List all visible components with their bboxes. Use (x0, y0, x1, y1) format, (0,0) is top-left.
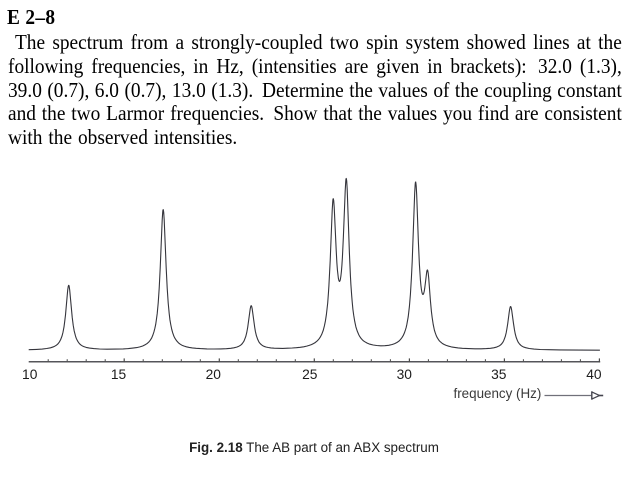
svg-text:30: 30 (397, 367, 413, 382)
svg-text:25: 25 (302, 367, 318, 382)
svg-text:20: 20 (206, 367, 222, 382)
svg-text:frequency (Hz): frequency (Hz) (454, 386, 542, 401)
svg-text:Fig. 2.18 The AB part of an AB: Fig. 2.18 The AB part of an ABX spectrum (189, 440, 439, 455)
svg-text:35: 35 (491, 367, 507, 382)
svg-text:15: 15 (111, 367, 127, 382)
svg-text:40: 40 (586, 367, 602, 382)
svg-text:10: 10 (22, 367, 38, 382)
